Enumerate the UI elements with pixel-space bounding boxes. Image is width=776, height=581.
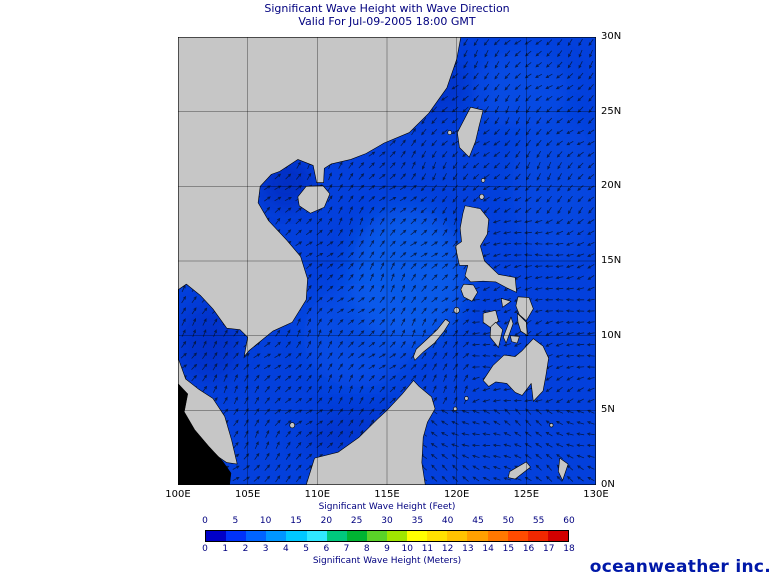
- island-sulawesi-north: [508, 462, 530, 479]
- legend-meter-tick: 10: [401, 544, 413, 554]
- legend-feet-tick: 40: [441, 516, 454, 526]
- legend-meter-tick: 7: [343, 544, 350, 554]
- legend-feet-tick: 45: [472, 516, 484, 526]
- legend-meter-tick: 16: [522, 544, 535, 554]
- legend-meter-tick: 0: [202, 544, 208, 554]
- lon-tick-label: 115E: [374, 489, 400, 500]
- legend-color-segment: [306, 531, 327, 541]
- legend-feet-tick: 30: [381, 516, 393, 526]
- island-borneo: [306, 380, 435, 485]
- legend-meter-tick: 17: [543, 544, 555, 554]
- island-leyte: [517, 313, 527, 335]
- legend-feet-tick: 50: [502, 516, 515, 526]
- legend-color-segment: [326, 531, 347, 541]
- outside-grid-sumatra-malacca: [178, 383, 231, 485]
- island-negros: [490, 322, 503, 347]
- legend-meter-tick: 5: [303, 544, 309, 554]
- island-palawan: [413, 319, 449, 360]
- map-valid-time: Valid For Jul-09-2005 18:00 GMT: [298, 15, 476, 28]
- legend-color-segment: [226, 531, 247, 541]
- legend-feet-label: Significant Wave Height (Feet): [318, 502, 456, 512]
- legend-meter-tick: 6: [323, 544, 330, 554]
- legend-color-segment: [487, 531, 508, 541]
- legend-meter-tick: 9: [384, 544, 390, 554]
- legend-color-segment: [527, 531, 548, 541]
- land-asia-mainland: [178, 37, 461, 464]
- legend-color-segment: [286, 531, 307, 541]
- legend-feet-tick: 10: [259, 516, 272, 526]
- light-swell-patch: [470, 50, 569, 129]
- island-masbate: [501, 298, 511, 307]
- legend-meters-label: Significant Wave Height (Meters): [312, 556, 462, 566]
- island-taiwan: [457, 107, 483, 157]
- island-halmahera: [558, 458, 568, 480]
- legend-meter-tick: 8: [363, 544, 370, 554]
- legend-color-segment: [467, 531, 488, 541]
- legend-feet-tick: 25: [350, 516, 363, 526]
- legend-feet-tick: 20: [320, 516, 333, 526]
- legend-feet-tick: 60: [563, 516, 575, 526]
- island-natuna: [290, 423, 295, 428]
- lat-tick-label: 25N: [601, 105, 622, 117]
- lat-tick-label: 30N: [601, 31, 622, 42]
- legend-feet-tick: 35: [411, 516, 424, 526]
- island-sulu-1: [453, 407, 457, 411]
- legend-color-segment: [206, 531, 227, 541]
- island-talaud: [550, 423, 553, 427]
- island-babuyan: [479, 194, 484, 199]
- lat-tick-label: 5N: [601, 404, 615, 416]
- island-mindoro: [461, 284, 478, 301]
- legend-meter-tick: 2: [242, 544, 249, 554]
- lat-tick-label: 10N: [601, 329, 622, 341]
- legend-meter-tick: 12: [441, 544, 454, 554]
- island-mindanao: [483, 339, 548, 402]
- lon-tick-label: 125E: [513, 489, 540, 500]
- legend-color-segment: [427, 531, 448, 541]
- legend-meter-tick: 1: [222, 544, 229, 554]
- legend-color-segment: [407, 531, 428, 541]
- legend-meter-tick: 4: [283, 544, 289, 554]
- lon-tick-label: 120E: [443, 489, 470, 500]
- legend-color-segment: [386, 531, 408, 541]
- lon-tick-label: 105E: [234, 489, 261, 500]
- island-luzon: [455, 206, 516, 293]
- island-cebu: [503, 317, 513, 343]
- legend-meter-tick: 3: [262, 544, 269, 554]
- land-layer: [178, 37, 568, 485]
- oceanweather-logo: oceanweather inc.: [589, 557, 771, 577]
- legend-color-segment: [547, 531, 568, 541]
- legend-meter-tick: 14: [482, 544, 494, 554]
- legend-color-segment: [366, 531, 387, 541]
- map-frame: [178, 37, 596, 485]
- legend-color-segment: [246, 531, 267, 541]
- lon-tick-label: 100E: [165, 489, 191, 500]
- legend-meter-tick: 11: [421, 544, 434, 554]
- legend-color-segment: [507, 531, 528, 541]
- latlon-grid: [178, 37, 596, 485]
- legend-color-bar: [205, 530, 569, 542]
- lon-tick-label: 130E: [583, 489, 609, 500]
- island-sulu-2: [465, 396, 469, 400]
- legend-meter-tick: 18: [563, 544, 575, 554]
- wave-map: [178, 37, 596, 485]
- lat-tick-label: 0N: [601, 479, 615, 490]
- legend-feet-tick: 55: [532, 516, 545, 526]
- island-batanes: [481, 178, 485, 182]
- legend-feet-tick: 5: [232, 516, 239, 526]
- title-block: Significant Wave Height with Wave Direct…: [178, 2, 596, 28]
- legend-color-segment: [346, 531, 367, 541]
- legend-feet-tick: 0: [202, 516, 208, 526]
- map-title: Significant Wave Height with Wave Direct…: [264, 2, 510, 15]
- lat-tick-label: 20N: [601, 180, 622, 192]
- legend-color-segment: [266, 531, 287, 541]
- island-bohol: [510, 336, 519, 343]
- lon-tick-label: 110E: [304, 489, 331, 500]
- lat-tick-label: 15N: [601, 255, 622, 266]
- legend-feet-tick: 15: [290, 516, 302, 526]
- legend-meter-tick: 13: [462, 544, 474, 554]
- legend-meter-tick: 15: [502, 544, 515, 554]
- island-penghu: [448, 130, 452, 134]
- legend-color-segment: [447, 531, 468, 541]
